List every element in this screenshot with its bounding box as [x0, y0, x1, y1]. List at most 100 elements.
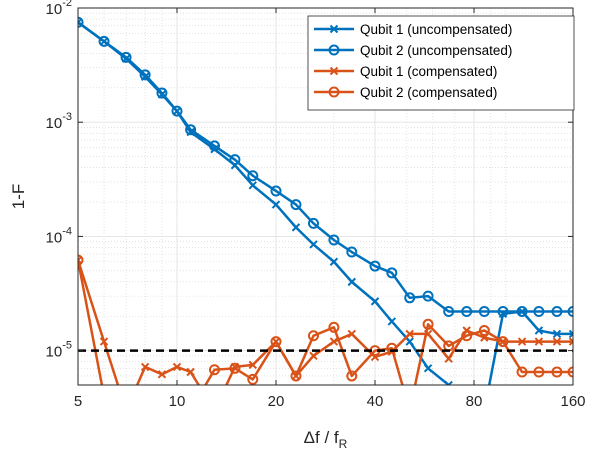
data-point [497, 336, 509, 348]
data-point [405, 337, 414, 346]
data-point [347, 329, 356, 339]
data-point [461, 306, 473, 318]
data-point [568, 337, 573, 346]
x-tick-label: 10 [169, 393, 186, 410]
data-point [329, 257, 339, 266]
data-point [405, 406, 414, 415]
data-point [567, 306, 573, 318]
data-point [405, 329, 414, 339]
data-point [369, 260, 381, 272]
legend-label: Qubit 1 (compensated) [360, 64, 497, 79]
data-point [517, 337, 527, 346]
data-point [211, 407, 218, 414]
series-layer [78, 16, 573, 415]
data-point [346, 370, 358, 382]
data-point [139, 69, 151, 81]
series-2 [78, 16, 573, 318]
legend-entry-2: Qubit 2 (uncompensated) [314, 43, 512, 58]
data-point [346, 246, 358, 258]
data-point [534, 326, 544, 335]
data-point [533, 366, 545, 378]
data-point [157, 406, 166, 415]
data-point [291, 223, 301, 232]
legend-marker [329, 24, 339, 34]
data-point [309, 240, 318, 249]
data-point [552, 329, 562, 339]
data-point [156, 87, 168, 99]
data-point [444, 380, 453, 385]
data-point [386, 267, 398, 279]
data-point [78, 16, 84, 28]
x-tick-label: 40 [367, 393, 384, 410]
data-point [478, 325, 490, 337]
data-point [329, 337, 339, 346]
data-point [422, 290, 434, 302]
data-point [444, 354, 453, 363]
data-point [78, 254, 84, 266]
x-axis-ticks: 5 10 20 40 80 160 [74, 8, 586, 410]
data-point [404, 292, 416, 304]
data-point [552, 337, 562, 346]
x-tick-label: 80 [466, 393, 483, 410]
data-point [307, 217, 319, 229]
data-point [229, 154, 241, 166]
data-point [328, 234, 340, 246]
legend-entry-3: Qubit 1 (compensated) [314, 64, 497, 79]
data-point [186, 367, 195, 377]
y-tick-label: 10-5 [46, 340, 72, 361]
data-point [100, 392, 109, 401]
y-tick-label: 10-3 [46, 111, 72, 132]
data-point [229, 362, 241, 374]
data-point [443, 306, 455, 318]
data-point [478, 306, 490, 318]
data-point [347, 277, 356, 287]
data-point [208, 364, 220, 376]
plot-frame [77, 7, 574, 386]
x-tick-label: 160 [560, 393, 585, 410]
series-line [78, 21, 573, 313]
y-tick-label: 10-2 [46, 0, 72, 18]
data-point [370, 297, 380, 306]
data-point [99, 337, 109, 346]
data-point [290, 370, 302, 382]
data-point [98, 35, 110, 47]
data-point [423, 364, 433, 373]
data-point [270, 185, 282, 197]
data-point [551, 306, 563, 318]
data-point [461, 330, 473, 342]
x-tick-label: 5 [74, 393, 82, 410]
legend-entry-1: Qubit 1 (uncompensated) [314, 22, 512, 37]
data-point [120, 51, 132, 63]
data-point [290, 199, 302, 211]
data-point [386, 342, 398, 354]
legend-entry-4: Qubit 2 (compensated) [314, 85, 497, 100]
data-point [534, 337, 544, 346]
data-point [551, 366, 563, 378]
data-point [270, 336, 282, 348]
data-point [247, 373, 259, 385]
x-axis-label-main: Δf / f [304, 428, 339, 447]
data-point [497, 306, 509, 318]
data-point [172, 362, 182, 372]
legend-marker [328, 44, 340, 56]
legend-label: Qubit 2 (uncompensated) [360, 43, 512, 58]
data-point [122, 406, 131, 415]
data-point [516, 306, 528, 318]
y-axis-ticks: 10-5 10-4 10-3 10-2 [46, 0, 573, 361]
x-tick-label: 20 [268, 393, 285, 410]
data-point [123, 407, 130, 414]
data-point [307, 330, 319, 342]
data-point [208, 140, 220, 152]
data-point [248, 181, 257, 190]
data-point [309, 351, 318, 361]
data-point [516, 366, 528, 378]
data-point [422, 318, 434, 330]
y-axis-label: 1-F [9, 184, 28, 210]
data-point [533, 306, 545, 318]
legend-label: Qubit 1 (uncompensated) [360, 22, 512, 37]
series-4 [78, 254, 573, 415]
data-point [387, 317, 397, 326]
data-point [328, 321, 340, 333]
y-tick-label: 10-4 [46, 225, 72, 246]
